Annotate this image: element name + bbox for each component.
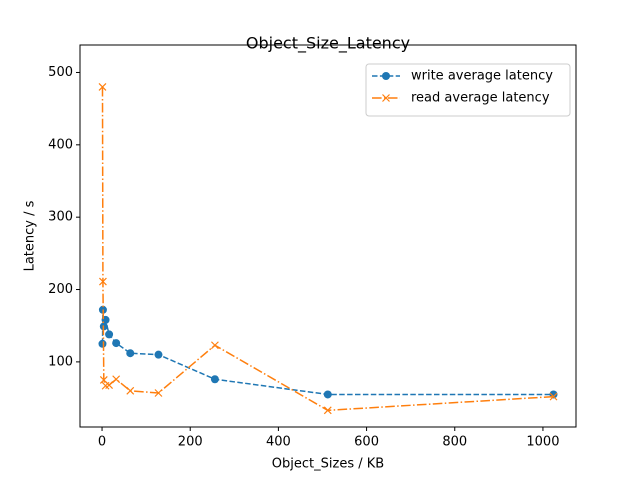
legend-label: write average latency (411, 69, 553, 84)
legend-label: read average latency (411, 91, 550, 106)
marker (105, 330, 114, 339)
marker (112, 375, 121, 384)
legend-marker (382, 72, 390, 80)
legend-marker (382, 94, 390, 102)
y-axis-label: Latency / s (23, 200, 38, 271)
series-line (101, 86, 554, 412)
marker (112, 339, 121, 348)
y-tick-label: 200 (48, 282, 73, 297)
marker (98, 339, 107, 348)
marker (126, 349, 135, 358)
marker (105, 381, 114, 389)
y-tick-label: 300 (48, 210, 73, 225)
chart-title: Object_Size_Latency (246, 34, 410, 54)
marker (549, 392, 558, 401)
marker (154, 389, 163, 397)
legend-box (365, 63, 571, 117)
marker (99, 277, 107, 286)
y-tick-label: 500 (48, 65, 73, 80)
x-tick-label: 0 (98, 435, 106, 450)
x-tick-label: 600 (354, 435, 379, 450)
marker (210, 375, 219, 384)
x-axis-label: Object_Sizes / KB (272, 457, 384, 472)
x-tick-label: 400 (266, 435, 291, 450)
marker (323, 406, 332, 415)
plot-frame (79, 44, 577, 428)
x-tick-label: 200 (178, 435, 203, 450)
x-tick-label: 1000 (526, 435, 559, 450)
marker (210, 341, 219, 350)
marker (154, 350, 163, 359)
marker (98, 83, 107, 91)
x-tick-label: 800 (442, 435, 467, 450)
y-tick-label: 400 (48, 137, 73, 152)
marker (323, 390, 332, 399)
marker (126, 386, 135, 395)
y-tick-label: 100 (48, 354, 73, 369)
